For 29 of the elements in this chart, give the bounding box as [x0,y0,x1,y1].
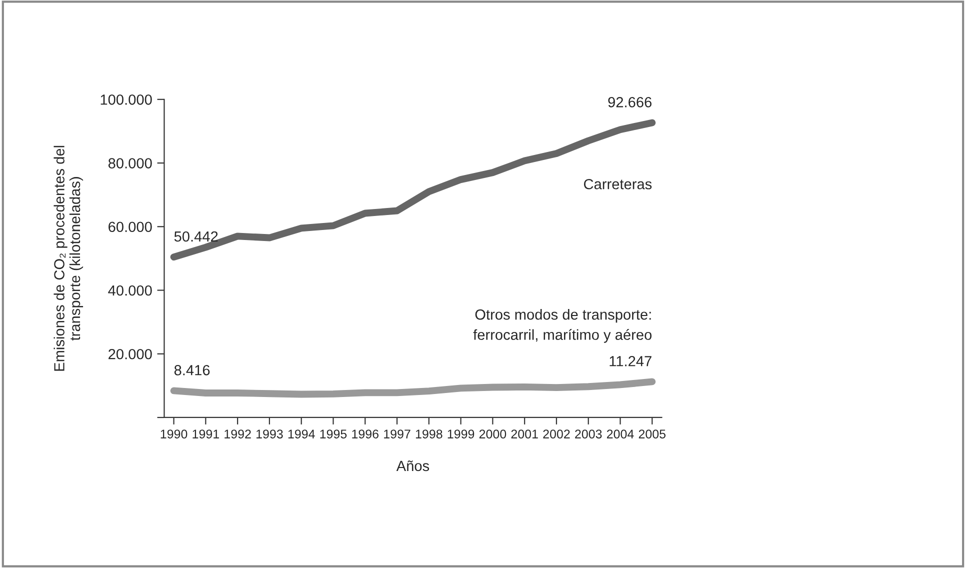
x-tick-label: 1997 [384,430,410,438]
x-tick-label: 1994 [288,430,315,438]
data-label: 11.247 [610,356,652,366]
data-label: 50.442 [174,231,218,242]
x-tick-label: 1999 [448,430,474,438]
y-tick-label: 20.000 [108,348,152,360]
x-tick-label: 2001 [511,430,538,438]
x-axis-title: Años [396,460,430,472]
y-axis-title: Emisiones de CO₂ procedentes del transporte (kilotoneladas) [54,146,84,371]
x-tick-label: 1996 [352,430,378,438]
data-label: 8.416 [174,365,210,376]
x-tick-label: 2003 [575,430,602,438]
x-tick-label: 1990 [160,430,188,438]
data-label: 92.666 [608,97,652,108]
y-tick-label: 40.000 [108,285,152,296]
x-tick-label: 1995 [320,430,347,438]
x-tick-label: 1992 [224,430,251,438]
text: Carreteras [584,178,652,190]
x-tick-label: 2000 [479,430,506,438]
y-tick-label: 100.000 [100,94,152,105]
x-tick-label: 2002 [543,430,570,438]
x-tick-label: 2005 [638,430,666,438]
x-tick-label: 1998 [416,430,442,438]
x-tick-label: 1993 [256,430,283,438]
text: Otros modos de transporte: ferrocarril, marítimo y aéreo [473,309,652,343]
x-tick-label: 1991 [192,430,219,438]
y-tick-label: 80.000 [108,158,152,168]
y-tick-label: 60.000 [108,222,152,232]
x-tick-label: 2004 [606,430,634,438]
